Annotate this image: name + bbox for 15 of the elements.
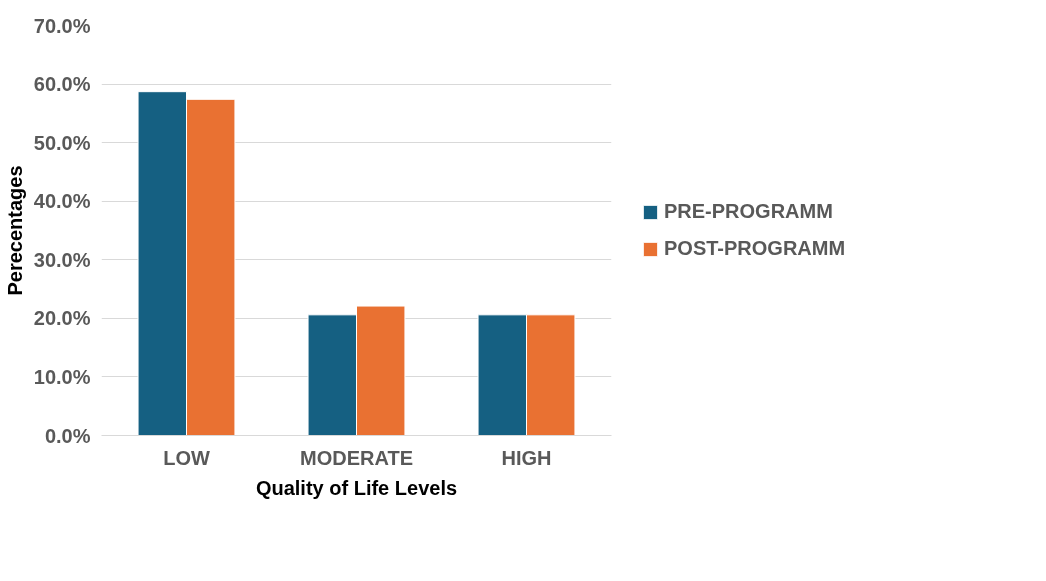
y-axis-title: Perecentages [3, 165, 26, 296]
legend-label: PRE-PROGRAMM [664, 200, 833, 223]
y-tick-label: 0.0% [44, 424, 91, 447]
y-tick-label: 10.0% [33, 365, 91, 388]
x-tick-label: LOW [163, 446, 210, 469]
x-tick-label: HIGH [501, 446, 552, 469]
x-tick-label: MODERATE [300, 446, 413, 469]
y-tick-label: 50.0% [33, 131, 91, 154]
y-tick-label: 40.0% [33, 190, 91, 213]
x-axis-title: Quality of Life Levels [255, 476, 458, 499]
y-tick-label: 60.0% [33, 73, 91, 96]
y-tick-label: 70.0% [33, 14, 91, 37]
y-tick-label: 20.0% [33, 307, 91, 330]
y-tick-label: 30.0% [33, 248, 91, 271]
legend-label: POST-PROGRAMM [664, 237, 846, 260]
